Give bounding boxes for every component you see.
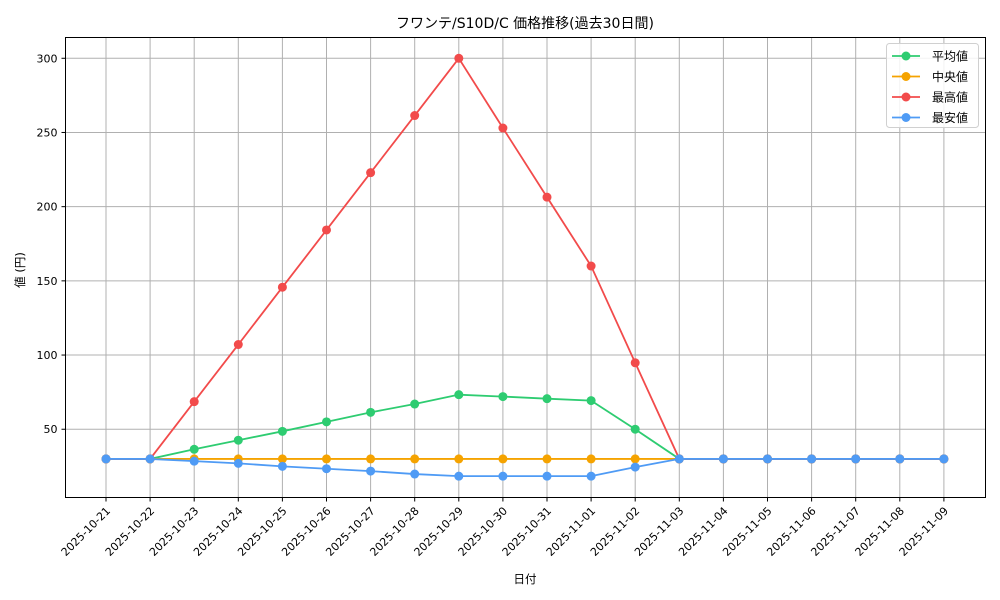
- series-path: [106, 458, 944, 478]
- legend-label: 中央値: [932, 69, 968, 84]
- series-path: [106, 393, 944, 460]
- data-point: [763, 454, 772, 464]
- chart-title: フワンテ/S10D/C 価格推移(過去30日間): [396, 16, 654, 32]
- data-point: [322, 454, 331, 464]
- data-point: [322, 417, 331, 427]
- legend-marker-icon: [901, 72, 911, 81]
- data-point: [189, 397, 199, 407]
- data-point: [454, 454, 464, 464]
- y-tick-label: 100: [37, 349, 58, 362]
- legend-item: 中央値: [892, 69, 968, 84]
- data-point: [366, 454, 376, 464]
- data-point: [454, 471, 464, 481]
- data-point: [454, 390, 464, 400]
- legend-label: 最高値: [932, 90, 968, 105]
- legend-item: 最安値: [892, 110, 968, 125]
- data-point: [498, 471, 508, 481]
- data-point: [101, 454, 111, 464]
- data-point: [366, 407, 376, 417]
- data-point: [586, 471, 596, 481]
- data-point: [498, 454, 508, 464]
- legend-label: 最安値: [932, 110, 968, 125]
- y-axis: 50 100 150 200 250 300: [37, 52, 66, 436]
- data-point: [498, 123, 508, 133]
- y-axis-label: 値 (円): [13, 252, 27, 288]
- data-point: [674, 454, 684, 464]
- legend-box: [886, 43, 979, 128]
- series-path: [106, 56, 944, 460]
- data-point: [630, 358, 640, 368]
- data-point: [189, 444, 199, 454]
- data-point: [145, 454, 155, 464]
- data-point: [366, 466, 376, 476]
- y-tick-label: 250: [37, 126, 58, 139]
- series-line: [101, 53, 949, 464]
- data-point: [542, 394, 552, 404]
- legend-marker-icon: [901, 113, 911, 122]
- legend-label: 平均値: [932, 49, 968, 64]
- data-point: [277, 461, 287, 471]
- grid-lines: [65, 37, 986, 498]
- data-point: [322, 225, 331, 235]
- series-line: [101, 390, 949, 464]
- data-point: [542, 454, 552, 464]
- data-point: [454, 53, 464, 63]
- y-tick-label: 50: [44, 423, 58, 436]
- data-point: [939, 454, 949, 464]
- data-point: [630, 424, 640, 434]
- data-point: [233, 435, 243, 445]
- data-point: [718, 454, 728, 464]
- x-axis-label: 日付: [514, 572, 537, 586]
- data-point: [189, 456, 199, 466]
- y-tick-label: 200: [37, 201, 58, 214]
- data-point: [586, 261, 596, 271]
- data-point: [410, 469, 420, 479]
- x-axis: 2025-10-212025-10-222025-10-232025-10-24…: [59, 497, 951, 559]
- data-point: [277, 454, 287, 464]
- data-point: [586, 454, 596, 464]
- data-point: [542, 192, 552, 202]
- series-line: [101, 454, 949, 481]
- data-point: [233, 458, 243, 468]
- data-point: [542, 471, 552, 481]
- y-tick-label: 150: [37, 275, 58, 288]
- legend-item: 平均値: [892, 49, 968, 64]
- data-point: [586, 396, 596, 406]
- legend-marker-icon: [901, 51, 911, 61]
- data-point: [410, 454, 420, 464]
- data-point: [807, 454, 817, 464]
- data-point: [277, 426, 287, 436]
- data-point: [410, 111, 420, 121]
- data-point: [410, 399, 420, 409]
- data-point: [895, 454, 905, 464]
- data-point: [366, 168, 376, 178]
- legend-marker-icon: [901, 92, 911, 102]
- data-point: [277, 282, 287, 292]
- plot-frame: [65, 37, 986, 498]
- data-point: [322, 464, 331, 474]
- data-point: [630, 454, 640, 464]
- legend-item: 最高値: [892, 90, 968, 105]
- data-series: [101, 53, 949, 481]
- data-point: [630, 462, 640, 472]
- y-tick-label: 300: [37, 52, 58, 65]
- data-point: [851, 454, 861, 464]
- data-point: [498, 392, 508, 402]
- data-point: [233, 340, 243, 350]
